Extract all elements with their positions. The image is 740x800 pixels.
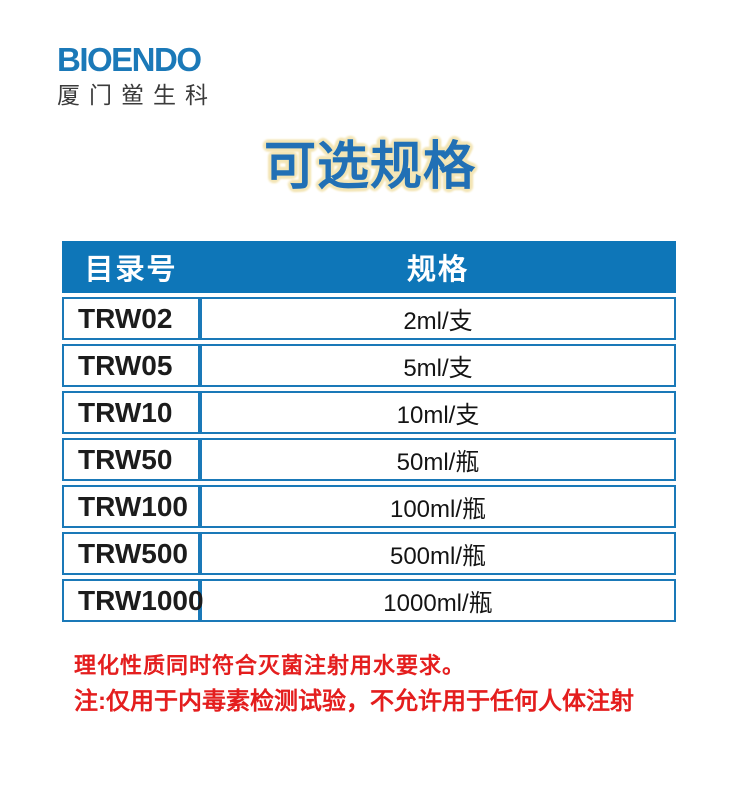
brand-logo-text: BIOENDO bbox=[57, 41, 202, 78]
company-name: 厦门鲎生科 bbox=[57, 82, 217, 109]
specification-cell: 2ml/支 bbox=[200, 297, 676, 340]
note-line-1: 理化性质同时符合灭菌注射用水要求。 bbox=[74, 653, 466, 678]
specification-cell: 5ml/支 bbox=[200, 344, 676, 387]
table-body: TRW02 2ml/支 TRW05 5ml/支 TRW10 10ml/支 TRW50 50ml… bbox=[62, 297, 676, 622]
header-catalog-number: 目录号 bbox=[62, 241, 200, 293]
logo: BIOENDO 厦门鲎生科 bbox=[57, 41, 217, 109]
header-specification: 规格 bbox=[200, 241, 676, 293]
specification-cell: 500ml/瓶 bbox=[200, 532, 676, 575]
table-row: TRW05 5ml/支 bbox=[62, 344, 676, 387]
table-row: TRW02 2ml/支 bbox=[62, 297, 676, 340]
table-row: TRW10 10ml/支 bbox=[62, 391, 676, 434]
specification-cell: 50ml/瓶 bbox=[200, 438, 676, 481]
table-row: TRW1000 1000ml/瓶 bbox=[62, 579, 676, 622]
specification-cell: 10ml/支 bbox=[200, 391, 676, 434]
note-line-2: 注:仅用于内毒素检测试验，不允许用于任何人体注射 bbox=[74, 688, 634, 715]
page-title: 可选规格 bbox=[263, 138, 476, 196]
catalog-number-cell: TRW50 bbox=[62, 438, 200, 481]
table-row: TRW500 500ml/瓶 bbox=[62, 532, 676, 575]
specification-cell: 100ml/瓶 bbox=[200, 485, 676, 528]
catalog-number-cell: TRW1000 bbox=[62, 579, 204, 622]
table-row: TRW50 50ml/瓶 bbox=[62, 438, 676, 481]
table-header-row: 目录号 规格 bbox=[62, 241, 676, 293]
catalog-number-cell: TRW05 bbox=[62, 344, 200, 387]
catalog-number-cell: TRW100 bbox=[62, 485, 200, 528]
catalog-number-cell: TRW02 bbox=[62, 297, 200, 340]
specification-cell: 1000ml/瓶 bbox=[200, 579, 676, 622]
catalog-number-cell: TRW500 bbox=[62, 532, 200, 575]
catalog-number-cell: TRW10 bbox=[62, 391, 200, 434]
notes-block: 理化性质同时符合灭菌注射用水要求。 注:仅用于内毒素检测试验，不允许用于任何人体… bbox=[74, 648, 634, 720]
spec-table: 目录号 规格 TRW02 2ml/支 TRW05 5ml/支 TRW10 10ml/支 TR… bbox=[62, 237, 676, 626]
table-row: TRW100 100ml/瓶 bbox=[62, 485, 676, 528]
